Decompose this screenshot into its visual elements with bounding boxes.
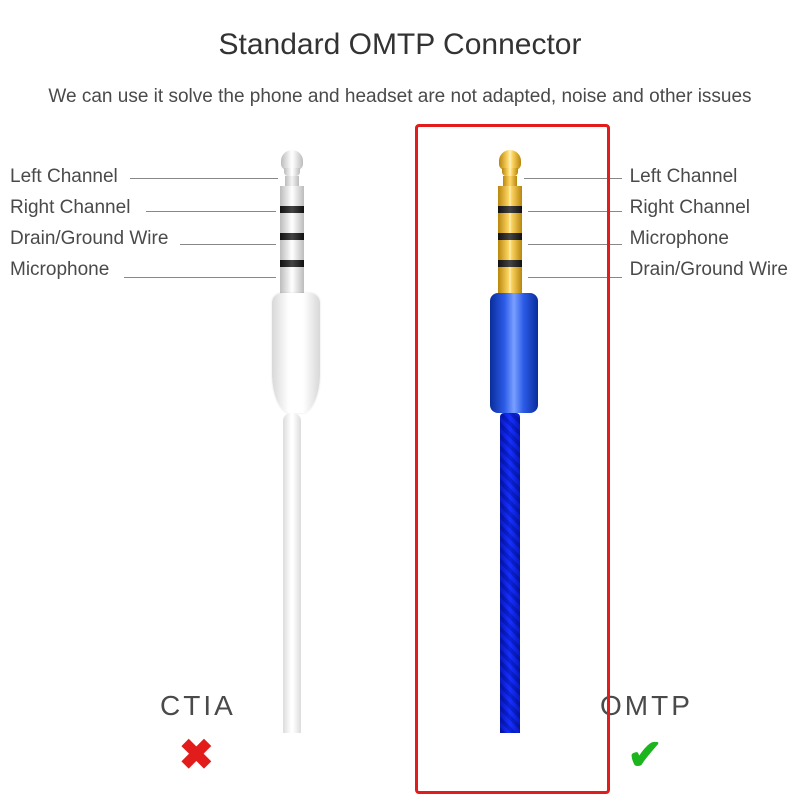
ctia-ring1 <box>280 186 304 206</box>
omtp-labels: Left Channel Right Channel Microphone Dr… <box>630 166 788 290</box>
diagram-area: Left Channel Right Channel Drain/Ground … <box>0 140 800 740</box>
omtp-name: OMTP <box>600 690 693 721</box>
omtp-label-ring1: Right Channel <box>630 197 788 219</box>
leader-line <box>130 178 278 179</box>
ctia-band <box>280 233 304 240</box>
ctia-bottom-label: CTIA ✖ <box>160 690 236 779</box>
omtp-label-ring2: Microphone <box>630 228 788 250</box>
leader-line <box>146 211 276 212</box>
omtp-label-sleeve: Drain/Ground Wire <box>630 259 788 281</box>
omtp-bottom-label: OMTP ✔ <box>600 690 693 779</box>
ctia-neck <box>285 176 299 186</box>
ctia-label-ring1: Right Channel <box>10 197 168 219</box>
ctia-housing <box>272 293 320 413</box>
ctia-ring3 <box>280 240 304 260</box>
page-title: Standard OMTP Connector <box>0 0 800 62</box>
ctia-label-tip: Left Channel <box>10 166 168 188</box>
ctia-band <box>280 206 304 213</box>
ctia-label-ring2: Drain/Ground Wire <box>10 228 168 250</box>
ctia-sleeve <box>280 267 304 295</box>
leader-line <box>124 277 276 278</box>
selection-box <box>415 124 610 794</box>
x-mark-icon: ✖ <box>160 730 236 779</box>
ctia-labels: Left Channel Right Channel Drain/Ground … <box>10 166 168 290</box>
leader-line <box>180 244 276 245</box>
ctia-name: CTIA <box>160 690 236 721</box>
ctia-connector <box>272 150 312 733</box>
ctia-cable <box>283 413 301 733</box>
ctia-tip <box>281 150 303 170</box>
subtitle: We can use it solve the phone and headse… <box>0 62 800 108</box>
omtp-label-tip: Left Channel <box>630 166 788 188</box>
check-mark-icon: ✔ <box>600 730 693 779</box>
ctia-band <box>280 260 304 267</box>
ctia-ring2 <box>280 213 304 233</box>
